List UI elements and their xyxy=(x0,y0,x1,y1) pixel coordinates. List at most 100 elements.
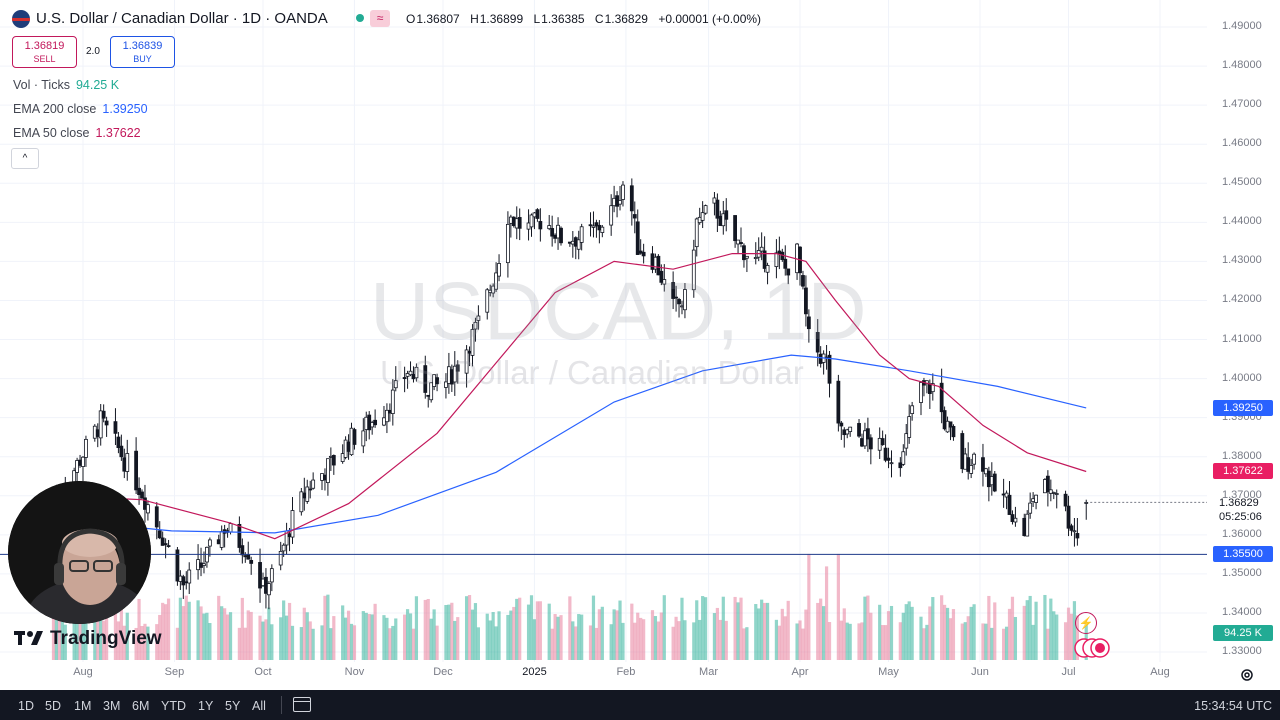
candle-body xyxy=(559,227,563,244)
candle-body xyxy=(290,510,295,538)
data-status-icon[interactable]: ≈ xyxy=(370,10,390,27)
volume-bar xyxy=(367,613,371,660)
sell-button[interactable]: 1.36819 SELL xyxy=(12,36,77,68)
candle-body xyxy=(228,523,233,533)
candle-body xyxy=(901,451,906,465)
price-axis[interactable]: 1.49000 1.48000 1.47000 1.46000 1.45000 1.440… xyxy=(1207,0,1280,690)
flash-icon[interactable]: ⚡ xyxy=(1075,612,1097,634)
volume-bar xyxy=(745,627,749,660)
volume-bar xyxy=(488,620,492,660)
candle-body xyxy=(78,459,82,466)
ohlc-low: 1.36385 xyxy=(541,12,585,26)
volume-bar xyxy=(122,625,126,660)
utc-clock[interactable]: 15:34:54 UTC xyxy=(1194,699,1272,713)
candle-body xyxy=(143,497,147,510)
price-tick-label: 1.35000 xyxy=(1222,566,1262,579)
collapse-indicators-button[interactable]: ^ xyxy=(11,148,39,169)
range-button-1y[interactable]: 1Y xyxy=(198,699,214,713)
tradingview-logo[interactable]: TradingView xyxy=(14,628,162,650)
range-button-1m[interactable]: 1M xyxy=(74,699,92,713)
candle-body xyxy=(1004,492,1009,498)
candle-body xyxy=(939,382,944,413)
time-tick-label: Aug xyxy=(73,666,93,678)
candle-body xyxy=(868,437,873,450)
volume-bar xyxy=(237,627,241,660)
candle-body xyxy=(948,421,953,428)
volume-bar xyxy=(860,622,864,660)
volume-bar xyxy=(842,608,846,660)
volume-bar xyxy=(671,626,675,660)
settings-gear-icon[interactable] xyxy=(1240,668,1254,682)
range-button-5y[interactable]: 5Y xyxy=(225,699,241,713)
indicator-volume[interactable]: Vol · Ticks 94.25 K xyxy=(13,78,119,92)
volume-bar xyxy=(556,616,560,660)
candle-body xyxy=(989,476,994,486)
candle-body xyxy=(423,365,428,393)
buy-button[interactable]: 1.36839 BUY xyxy=(110,36,175,68)
volume-bar xyxy=(323,595,327,660)
volume-bar xyxy=(320,625,324,660)
volume-bar xyxy=(881,625,885,660)
candle-body xyxy=(175,549,180,582)
candle-body xyxy=(567,241,572,244)
candle-body xyxy=(408,370,413,376)
volume-bar xyxy=(960,623,964,660)
volume-bar xyxy=(518,597,522,660)
indicator-ema-200[interactable]: EMA 200 close 1.39250 xyxy=(13,102,148,116)
volume-bar xyxy=(701,596,705,660)
candle-body xyxy=(1048,489,1053,494)
symbol-title[interactable]: U.S. Dollar / Canadian Dollar · 1D · OAN… xyxy=(36,10,328,27)
candle-body xyxy=(269,568,274,583)
candle-body xyxy=(865,428,870,440)
buy-price: 1.36839 xyxy=(122,40,163,52)
volume-bar xyxy=(659,612,663,660)
volume-bar xyxy=(662,595,666,660)
buy-label: BUY xyxy=(133,54,152,64)
range-button-5d[interactable]: 5D xyxy=(45,699,61,713)
candle-body xyxy=(146,504,150,514)
volume-bar xyxy=(757,608,761,660)
volume-bar xyxy=(857,623,861,660)
volume-bars xyxy=(51,553,1088,660)
candle-body xyxy=(517,217,522,229)
volume-bar xyxy=(329,628,333,660)
candle-body xyxy=(762,250,767,269)
volume-bar xyxy=(703,597,708,660)
volume-bar xyxy=(470,609,475,660)
volume-bar xyxy=(1055,614,1059,660)
volume-bar xyxy=(267,607,271,660)
range-button-ytd[interactable]: YTD xyxy=(161,699,186,713)
event-flags-icon[interactable] xyxy=(1074,638,1114,658)
candle-body xyxy=(160,537,165,546)
volume-bar xyxy=(886,611,891,660)
range-button-1d[interactable]: 1D xyxy=(18,699,34,713)
calendar-icon[interactable] xyxy=(293,697,311,712)
candle-body xyxy=(671,282,676,299)
price-tick-label: 1.40000 xyxy=(1222,371,1262,384)
candle-body xyxy=(1054,493,1059,495)
volume-bar xyxy=(591,595,596,660)
volume-bar xyxy=(780,608,784,660)
volume-bar xyxy=(299,627,303,660)
volume-bar xyxy=(435,625,439,660)
time-tick-label: Jun xyxy=(971,666,989,678)
volume-bar xyxy=(240,597,244,660)
volume-bar xyxy=(308,621,312,660)
volume-bar xyxy=(217,595,221,660)
time-axis[interactable]: Aug Sep Oct Nov Dec 2025 Feb Mar Apr May Jun Jul Aug xyxy=(0,662,1207,686)
volume-bar xyxy=(535,601,540,660)
candle-body xyxy=(579,226,584,243)
ohlc-change: +0.00001 (+0.00%) xyxy=(658,12,762,26)
range-button-6m[interactable]: 6M xyxy=(132,699,150,713)
volume-bar xyxy=(529,595,534,660)
range-button-all[interactable]: All xyxy=(252,699,266,713)
candle-body xyxy=(470,329,475,356)
range-button-3m[interactable]: 3M xyxy=(103,699,121,713)
volume-bar xyxy=(1063,622,1068,660)
price-chart[interactable] xyxy=(0,0,1207,662)
indicator-ema-50[interactable]: EMA 50 close 1.37622 xyxy=(13,126,141,140)
volume-bar xyxy=(910,606,914,660)
candle-body xyxy=(697,216,702,224)
candle-body xyxy=(951,425,956,438)
volume-bar xyxy=(580,614,584,660)
